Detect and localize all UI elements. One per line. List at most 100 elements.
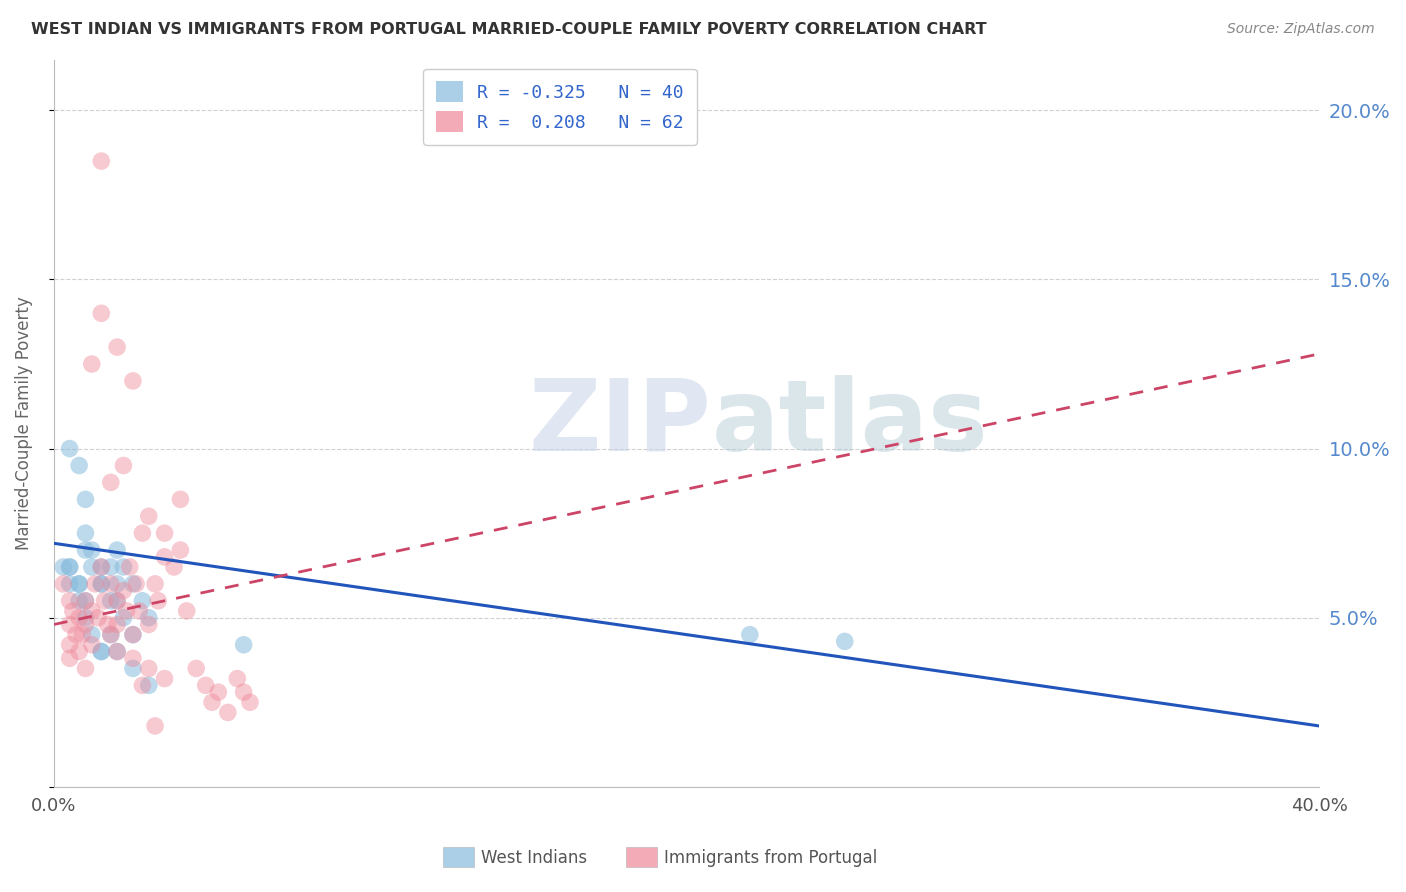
Point bbox=[65, 627, 87, 641]
Point bbox=[75, 492, 97, 507]
Point bbox=[131, 594, 153, 608]
Point bbox=[80, 560, 103, 574]
Point bbox=[80, 357, 103, 371]
Point bbox=[118, 560, 141, 574]
Point bbox=[738, 627, 761, 641]
Point bbox=[153, 549, 176, 564]
Point bbox=[122, 627, 145, 641]
Text: atlas: atlas bbox=[711, 375, 988, 472]
Point bbox=[67, 594, 90, 608]
Point bbox=[115, 604, 138, 618]
Point bbox=[153, 672, 176, 686]
Point bbox=[186, 661, 208, 675]
Point bbox=[138, 661, 160, 675]
Point bbox=[80, 638, 103, 652]
Point bbox=[84, 577, 107, 591]
Point bbox=[105, 577, 128, 591]
Point bbox=[59, 560, 82, 574]
Point bbox=[80, 627, 103, 641]
Point bbox=[67, 458, 90, 473]
Point bbox=[93, 594, 115, 608]
Point bbox=[122, 661, 145, 675]
Point bbox=[112, 458, 135, 473]
Point bbox=[105, 594, 128, 608]
Point bbox=[194, 678, 217, 692]
Point bbox=[75, 526, 97, 541]
Point bbox=[100, 627, 122, 641]
Point bbox=[59, 617, 82, 632]
Point bbox=[59, 560, 82, 574]
Point bbox=[87, 611, 110, 625]
Point bbox=[138, 509, 160, 524]
Point bbox=[75, 661, 97, 675]
Point bbox=[834, 634, 856, 648]
Point bbox=[131, 526, 153, 541]
Point bbox=[75, 617, 97, 632]
Point bbox=[52, 560, 75, 574]
Point bbox=[90, 577, 112, 591]
Point bbox=[122, 627, 145, 641]
Point bbox=[67, 644, 90, 658]
Point bbox=[201, 695, 224, 709]
Point bbox=[90, 306, 112, 320]
Point bbox=[122, 374, 145, 388]
Point bbox=[239, 695, 262, 709]
Text: Source: ZipAtlas.com: Source: ZipAtlas.com bbox=[1227, 22, 1375, 37]
Point bbox=[143, 577, 166, 591]
Y-axis label: Married-Couple Family Poverty: Married-Couple Family Poverty bbox=[15, 296, 32, 550]
Text: West Indians: West Indians bbox=[481, 849, 586, 867]
Point bbox=[59, 638, 82, 652]
Point bbox=[67, 577, 90, 591]
Point bbox=[163, 560, 186, 574]
Point bbox=[105, 644, 128, 658]
Point bbox=[75, 543, 97, 558]
Point bbox=[59, 442, 82, 456]
Point bbox=[207, 685, 229, 699]
Point bbox=[80, 604, 103, 618]
Point bbox=[138, 611, 160, 625]
Point bbox=[226, 672, 249, 686]
Point bbox=[105, 594, 128, 608]
Point bbox=[97, 617, 120, 632]
Point bbox=[90, 644, 112, 658]
Point bbox=[232, 638, 254, 652]
Point bbox=[105, 644, 128, 658]
Point bbox=[100, 627, 122, 641]
Point bbox=[90, 154, 112, 169]
Point bbox=[125, 577, 148, 591]
Point bbox=[100, 560, 122, 574]
Point bbox=[90, 577, 112, 591]
Point bbox=[90, 644, 112, 658]
Point bbox=[105, 340, 128, 354]
Point bbox=[100, 594, 122, 608]
Point bbox=[169, 492, 191, 507]
Point bbox=[112, 611, 135, 625]
Point bbox=[52, 577, 75, 591]
Text: Immigrants from Portugal: Immigrants from Portugal bbox=[664, 849, 877, 867]
Point bbox=[153, 526, 176, 541]
Point bbox=[112, 560, 135, 574]
Point bbox=[169, 543, 191, 558]
Point bbox=[75, 594, 97, 608]
Point bbox=[122, 651, 145, 665]
Point bbox=[90, 560, 112, 574]
Point bbox=[72, 627, 94, 641]
Point bbox=[105, 543, 128, 558]
Point bbox=[75, 611, 97, 625]
Point bbox=[59, 577, 82, 591]
Legend: R = -0.325   N = 40, R =  0.208   N = 62: R = -0.325 N = 40, R = 0.208 N = 62 bbox=[423, 69, 697, 145]
Point bbox=[112, 583, 135, 598]
Point bbox=[100, 475, 122, 490]
Point bbox=[122, 577, 145, 591]
Point bbox=[138, 678, 160, 692]
Text: ZIP: ZIP bbox=[529, 375, 711, 472]
Point bbox=[59, 651, 82, 665]
Point bbox=[67, 611, 90, 625]
Point bbox=[67, 577, 90, 591]
Point bbox=[105, 617, 128, 632]
Point bbox=[128, 604, 150, 618]
Point bbox=[217, 706, 239, 720]
Point bbox=[232, 685, 254, 699]
Text: WEST INDIAN VS IMMIGRANTS FROM PORTUGAL MARRIED-COUPLE FAMILY POVERTY CORRELATIO: WEST INDIAN VS IMMIGRANTS FROM PORTUGAL … bbox=[31, 22, 987, 37]
Point bbox=[80, 543, 103, 558]
